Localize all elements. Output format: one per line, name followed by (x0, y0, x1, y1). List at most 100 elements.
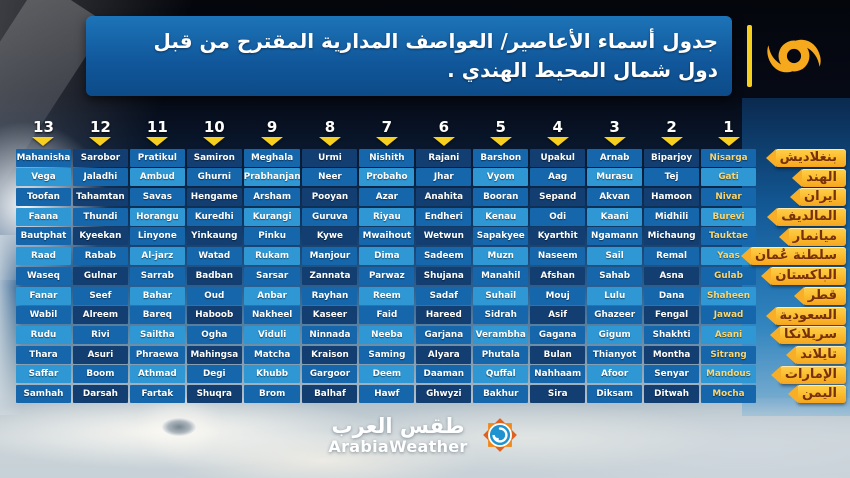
name-cell: Pinku (243, 227, 301, 246)
name-cell: Wetwun (416, 227, 472, 246)
name-cell: Alyara (416, 345, 472, 364)
name-cell: Al-jarz (129, 247, 185, 266)
name-cell: Nivar (701, 188, 756, 207)
column-number: 3 (609, 118, 620, 136)
name-cell: Ghurni (186, 168, 242, 187)
name-cell: Riyau (359, 207, 415, 226)
name-cell: Dima (359, 247, 415, 266)
name-cell: Suhail (473, 286, 529, 305)
name-cell: Hawf (359, 384, 415, 403)
name-cell: Manjour (302, 247, 358, 266)
name-cell: Sira (530, 384, 586, 403)
name-cell: Nishith (359, 148, 415, 167)
name-cell: Shaheen (701, 286, 756, 305)
hurricane-eye (162, 418, 196, 436)
name-cell: Bareq (129, 306, 185, 325)
brand-text: طقس العرب ArabiaWeather (328, 414, 467, 456)
name-cell: Jaladhi (72, 168, 128, 187)
name-cell: Dana (644, 286, 700, 305)
name-cell: Khubb (243, 365, 301, 384)
country-label: المالديف (776, 208, 846, 227)
column-number: 9 (266, 118, 278, 136)
arrow-down-icon (261, 137, 284, 146)
name-cell: Aag (530, 168, 586, 187)
name-cell: Gati (701, 168, 756, 187)
name-cell: Rayhan (302, 286, 358, 305)
country-label-text: سريلانكا (784, 327, 837, 343)
name-cell: Barshon (473, 148, 529, 167)
column-number: 1 (723, 118, 734, 136)
name-cell: Ninnada (302, 325, 358, 344)
name-cell: Asna (644, 266, 700, 285)
name-cell: Parwaz (359, 266, 415, 285)
name-cell: Pratikul (129, 148, 185, 167)
name-cell: Zannata (302, 266, 358, 285)
country-label: ميانمار (787, 227, 846, 246)
name-cell: Midhili (644, 207, 700, 226)
name-cell: Samiron (186, 148, 242, 167)
name-cell: Mahingsa (186, 345, 242, 364)
name-cell: Ghazeer (587, 306, 643, 325)
country-label: الإمارات (779, 365, 846, 384)
name-cell: Rukam (243, 247, 301, 266)
name-cell: Mouj (530, 286, 586, 305)
name-cell: Ngamann (587, 227, 643, 246)
name-cell: Odi (530, 207, 586, 226)
arabiaweather-logo: طقس العرب ArabiaWeather (0, 413, 850, 457)
name-cell: Garjana (416, 325, 472, 344)
column-number: 8 (324, 118, 336, 136)
name-cell: Pooyan (302, 188, 358, 207)
name-cell: Sapakyee (473, 227, 529, 246)
column-header: 2 (644, 113, 699, 147)
column-header: 6 (416, 113, 471, 147)
name-cell: Kuredhi (186, 207, 242, 226)
name-cell: Anahita (416, 188, 472, 207)
name-cell: Kurangi (243, 207, 301, 226)
name-cell: Phutala (473, 345, 529, 364)
name-cell: Kaani (587, 207, 643, 226)
country-label-text: ايران (804, 189, 837, 205)
country-label-text: بنغلاديش (779, 150, 837, 165)
name-cell: Kyarthit (530, 227, 586, 246)
name-cell: Badban (186, 266, 242, 285)
country-label-text: المالديف (781, 209, 837, 225)
country-label: بنغلاديش (774, 149, 846, 167)
name-cell: Mandous (701, 365, 756, 384)
name-cell: Arnab (587, 148, 643, 167)
name-cell: Asani (701, 325, 756, 344)
name-cell: Fanar (16, 286, 71, 305)
name-cell: Booran (473, 188, 529, 207)
country-label-text: ميانمار (792, 228, 837, 244)
arrow-down-icon (660, 137, 683, 146)
column-number: 11 (146, 118, 168, 136)
column-header: 3 (587, 113, 642, 147)
country-label-text: الباكستان (775, 268, 837, 284)
arrow-down-icon (318, 137, 341, 146)
name-cell: Vyom (473, 168, 529, 187)
country-label-text: سلطنة عُمان (754, 248, 837, 264)
name-cell: Reem (359, 286, 415, 305)
country-label-text: السعودية (779, 307, 838, 323)
name-cell: Waseq (16, 266, 71, 285)
name-cell: Ghwyzi (416, 384, 472, 403)
name-cell: Daaman (416, 365, 472, 384)
name-cell: Akvan (587, 188, 643, 207)
name-cell: Sarobor (72, 148, 128, 167)
name-cell: Hamoon (644, 188, 700, 207)
name-cell: Lulu (587, 286, 643, 305)
column-number: 2 (666, 118, 677, 136)
name-cell: Tauktae (701, 227, 756, 246)
name-cell: Arsham (243, 188, 301, 207)
name-cell: Naseem (530, 247, 586, 266)
country-label: السعودية (774, 306, 846, 325)
name-cell: Asuri (72, 345, 128, 364)
column-number: 4 (552, 118, 563, 136)
page-title-line1: جدول أسماء الأعاصير/ العواصف المدارية ال… (153, 29, 718, 53)
name-cell: Darsah (72, 384, 128, 403)
cyclone-icon (767, 39, 821, 73)
name-cell: Sailtha (129, 325, 185, 344)
name-cell: Phraewa (129, 345, 185, 364)
name-cell: Mocha (701, 384, 756, 403)
name-cell: Quffal (473, 365, 529, 384)
name-cell: Mahanisha (16, 148, 71, 167)
